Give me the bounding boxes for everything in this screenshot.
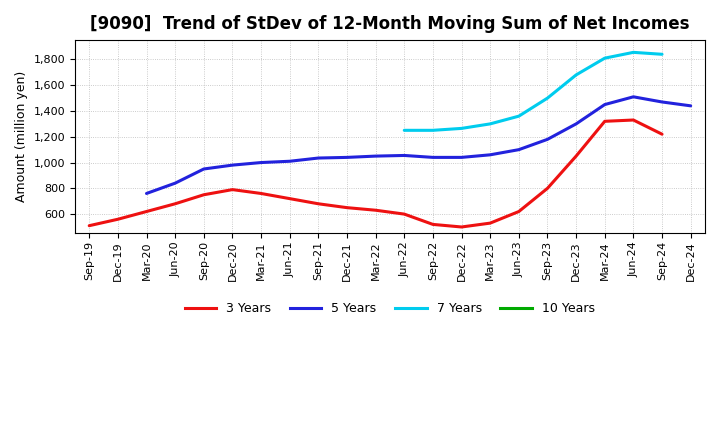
Legend: 3 Years, 5 Years, 7 Years, 10 Years: 3 Years, 5 Years, 7 Years, 10 Years [180,297,600,320]
Title: [9090]  Trend of StDev of 12-Month Moving Sum of Net Incomes: [9090] Trend of StDev of 12-Month Moving… [90,15,690,33]
Y-axis label: Amount (million yen): Amount (million yen) [15,71,28,202]
